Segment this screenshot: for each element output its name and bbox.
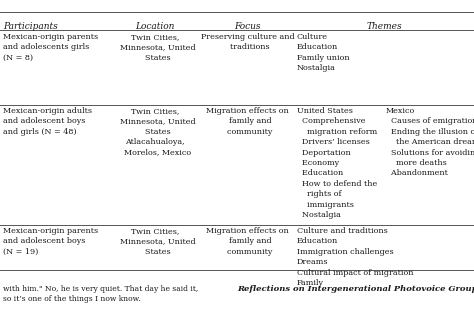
Text: Culture
Education
Family union
Nostalgia: Culture Education Family union Nostalgia	[297, 33, 350, 72]
Text: Mexican-origin adults
and adolescent boys
and girls (N = 48): Mexican-origin adults and adolescent boy…	[3, 107, 92, 136]
Text: Twin Cities,
  Minnesota, United
  States: Twin Cities, Minnesota, United States	[115, 227, 195, 256]
Text: Preserving culture and
  traditions: Preserving culture and traditions	[201, 33, 294, 52]
Text: Reflections on Intergenerational Photovoice Groups: Reflections on Intergenerational Photovo…	[237, 285, 474, 293]
Text: Mexican-origin parents
and adolescents girls
(N = 8): Mexican-origin parents and adolescents g…	[3, 33, 98, 62]
Text: Location: Location	[135, 22, 175, 31]
Text: Twin Cities,
  Minnesota, United
  States: Twin Cities, Minnesota, United States	[115, 33, 195, 62]
Text: Focus: Focus	[234, 22, 261, 31]
Text: Participants: Participants	[3, 22, 58, 31]
Text: Twin Cities,
  Minnesota, United
  States
Atlacahualoya,
  Morelos, Mexico: Twin Cities, Minnesota, United States At…	[115, 107, 195, 156]
Text: Mexican-origin parents
and adolescent boys
(N = 19): Mexican-origin parents and adolescent bo…	[3, 227, 98, 256]
Text: Themes: Themes	[367, 22, 402, 31]
Text: United States
  Comprehensive
    migration reform
  Drivers’ licenses
  Deporta: United States Comprehensive migration re…	[297, 107, 377, 219]
Text: Mexico
  Causes of emigration
  Ending the illusion of
    the American dream
  : Mexico Causes of emigration Ending the i…	[386, 107, 474, 177]
Text: Culture and traditions
Education
Immigration challenges
Dreams
Cultural impact o: Culture and traditions Education Immigra…	[297, 227, 413, 287]
Text: with him." No, he is very quiet. That day he said it,
so it’s one of the things : with him." No, he is very quiet. That da…	[3, 285, 198, 303]
Text: Migration effects on
  family and
  community: Migration effects on family and communit…	[206, 107, 289, 136]
Text: Migration effects on
  family and
  community: Migration effects on family and communit…	[206, 227, 289, 256]
